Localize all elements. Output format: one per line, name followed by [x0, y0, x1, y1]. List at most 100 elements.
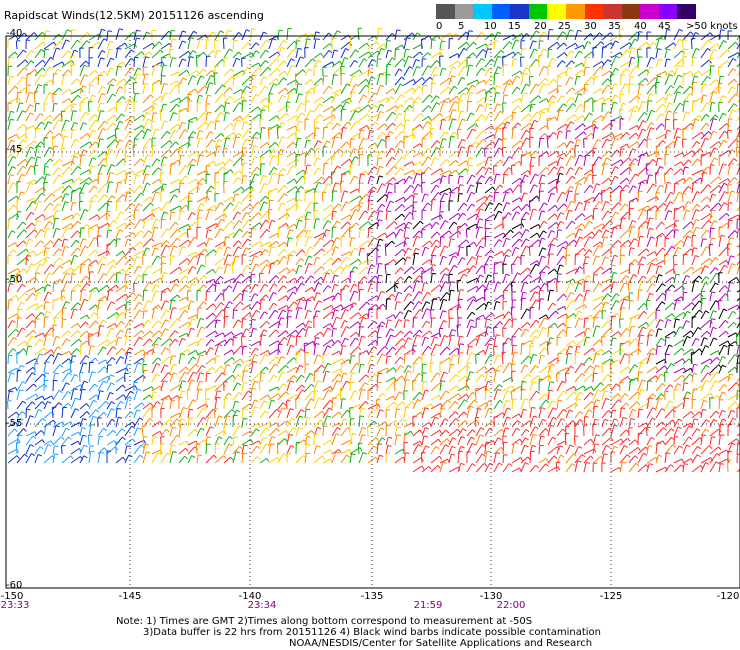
- wind-barb: [556, 152, 565, 158]
- wind-barb: [178, 211, 182, 221]
- wind-barb: [628, 38, 636, 50]
- wind-barb-flag: [259, 241, 263, 246]
- wind-barb-flag: [378, 157, 383, 160]
- wind-barb-flag: [646, 248, 650, 253]
- wind-barb: [556, 240, 567, 248]
- wind-barb: [142, 128, 148, 140]
- wind-barb: [70, 202, 73, 212]
- wind-barb: [457, 87, 468, 95]
- wind-barb: [538, 265, 547, 275]
- wind-barb-flag: [432, 254, 437, 257]
- wind-barb: [475, 274, 481, 284]
- wind-barb-flag: [623, 282, 628, 286]
- wind-barb-flag: [32, 292, 36, 297]
- wind-barb: [466, 128, 473, 140]
- wind-barb: [142, 83, 146, 95]
- wind-barb-flag: [373, 186, 377, 190]
- wind-barb: [691, 191, 698, 203]
- wind-barb-flag: [372, 58, 377, 62]
- wind-barb-flag: [199, 137, 204, 140]
- wind-barb: [511, 211, 517, 221]
- wind-barb-flag: [33, 32, 38, 36]
- wind-barb-flag: [153, 82, 158, 84]
- wind-barb: [295, 199, 299, 212]
- wind-barb: [79, 149, 85, 158]
- wind-barb: [322, 212, 333, 221]
- wind-barb: [70, 50, 75, 59]
- wind-barb: [493, 138, 500, 149]
- wind-barb: [241, 52, 253, 59]
- wind-barb: [97, 38, 105, 50]
- wind-barb-flag: [140, 229, 145, 234]
- wind-barb-flag: [531, 103, 536, 106]
- wind-barb-flag: [622, 102, 627, 105]
- wind-barb: [592, 229, 600, 239]
- wind-barb: [430, 231, 438, 239]
- wind-barb: [448, 255, 454, 266]
- wind-barb-flag: [552, 95, 557, 99]
- wind-barb-flag: [68, 98, 72, 103]
- wind-barb: [439, 131, 446, 140]
- wind-barb-flag: [276, 187, 280, 192]
- wind-barb-flag: [284, 70, 288, 75]
- wind-barb: [528, 76, 531, 86]
- wind-barb: [313, 232, 325, 239]
- wind-barb: [88, 271, 91, 284]
- wind-barb: [294, 73, 297, 86]
- wind-barb: [223, 220, 232, 230]
- wind-barb: [268, 167, 275, 176]
- wind-barb: [466, 30, 470, 41]
- wind-barb-flag: [356, 222, 360, 227]
- wind-barb-flag: [354, 247, 359, 251]
- wind-barb-flag: [408, 221, 413, 225]
- wind-barb: [655, 157, 659, 167]
- wind-barb: [331, 274, 335, 284]
- wind-barb: [430, 178, 441, 185]
- wind-barb-flag: [316, 256, 321, 260]
- wind-barb-flag: [711, 193, 717, 196]
- wind-barb: [384, 264, 387, 275]
- wind-barb: [88, 69, 96, 77]
- wind-barb-flag: [398, 291, 403, 295]
- wind-barb: [502, 229, 511, 239]
- wind-barb: [331, 246, 336, 257]
- wind-barb: [376, 210, 380, 221]
- wind-barb: [7, 249, 14, 257]
- wind-barb-flag: [306, 100, 311, 102]
- wind-barb-flag: [127, 238, 132, 241]
- wind-barb: [619, 157, 629, 167]
- wind-barb: [268, 292, 274, 302]
- wind-barb: [493, 184, 501, 194]
- wind-barb-flag: [367, 104, 372, 109]
- wind-barb-flag: [252, 74, 257, 77]
- wind-barb-flag: [182, 246, 187, 249]
- wind-barb: [340, 158, 350, 167]
- wind-barb: [7, 57, 10, 68]
- wind-barb: [664, 102, 670, 113]
- wind-barb: [493, 173, 497, 185]
- wind-barb-flag: [30, 165, 35, 169]
- wind-barb: [331, 49, 335, 59]
- wind-barb: [178, 231, 186, 239]
- wind-barb: [16, 268, 25, 275]
- wind-barb: [421, 202, 428, 212]
- wind-barb: [556, 255, 564, 266]
- wind-barb-flag: [563, 42, 567, 47]
- wind-barb: [160, 75, 163, 86]
- wind-barb-flag: [724, 130, 728, 135]
- wind-barb: [268, 83, 274, 95]
- wind-barb-flag: [58, 119, 63, 123]
- wind-barb: [628, 263, 631, 275]
- wind-barb: [241, 121, 245, 131]
- wind-barb: [529, 291, 536, 302]
- wind-barb-flag: [494, 40, 500, 42]
- wind-barb-flag: [91, 200, 96, 203]
- wind-barb: [331, 89, 341, 95]
- wind-barb: [79, 122, 84, 131]
- wind-barb-flag: [549, 28, 554, 31]
- wind-barb: [304, 230, 308, 239]
- wind-barb: [88, 214, 98, 221]
- wind-barb-flag: [92, 157, 97, 160]
- wind-barb-flag: [101, 93, 106, 96]
- wind-barb: [502, 64, 504, 77]
